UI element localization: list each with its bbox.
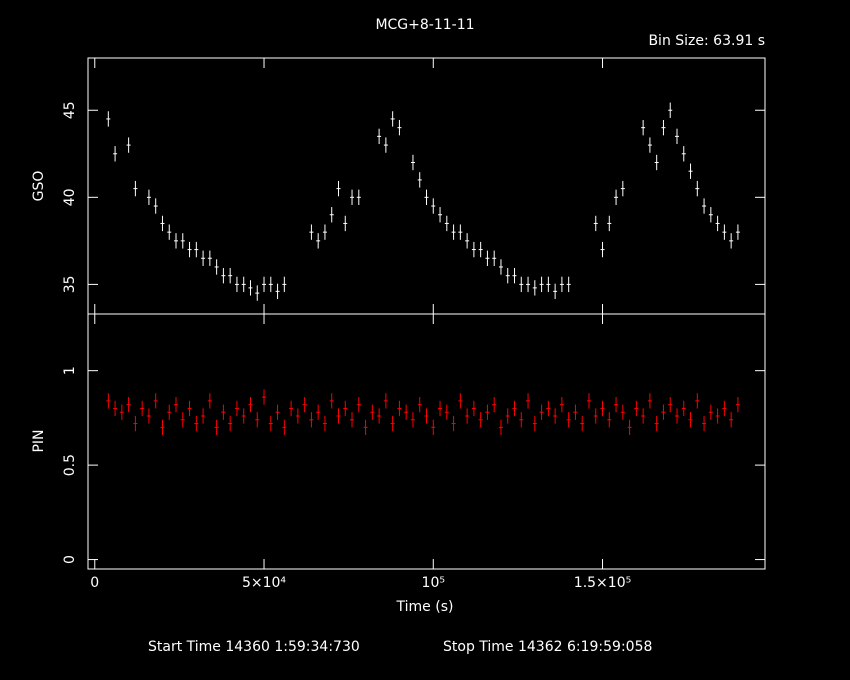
x-tick-label: 0 bbox=[90, 575, 99, 591]
y-tick-label: 0 bbox=[62, 555, 78, 564]
start-time-label: Start Time 14360 1:59:34:730 bbox=[148, 639, 360, 655]
chart-title: MCG+8-11-11 bbox=[375, 17, 474, 33]
pin-panel: 0 0.5 1 0 5×10⁴ 10⁵ 1.5×10⁵ bbox=[62, 314, 765, 591]
gso-panel: 35 40 45 bbox=[62, 58, 765, 314]
gso-axis-label: GSO bbox=[31, 171, 47, 202]
time-axis-label: Time (s) bbox=[396, 599, 454, 615]
pin-panel-frame bbox=[87, 313, 766, 570]
gso-panel-frame bbox=[87, 57, 766, 315]
stop-time-label: Stop Time 14362 6:19:59:058 bbox=[443, 639, 652, 655]
y-tick-label: 35 bbox=[62, 275, 78, 293]
x-tick-label: 5×10⁴ bbox=[242, 575, 286, 591]
bin-size-label: Bin Size: 63.91 s bbox=[648, 33, 765, 49]
pin-axis-label: PIN bbox=[31, 429, 47, 452]
y-tick-label: 40 bbox=[62, 188, 78, 206]
x-tick-label: 10⁵ bbox=[422, 575, 445, 591]
x-tick-label: 1.5×10⁵ bbox=[574, 575, 631, 591]
y-tick-label: 0.5 bbox=[62, 454, 78, 476]
y-tick-label: 45 bbox=[62, 101, 78, 119]
y-tick-label: 1 bbox=[62, 366, 78, 375]
